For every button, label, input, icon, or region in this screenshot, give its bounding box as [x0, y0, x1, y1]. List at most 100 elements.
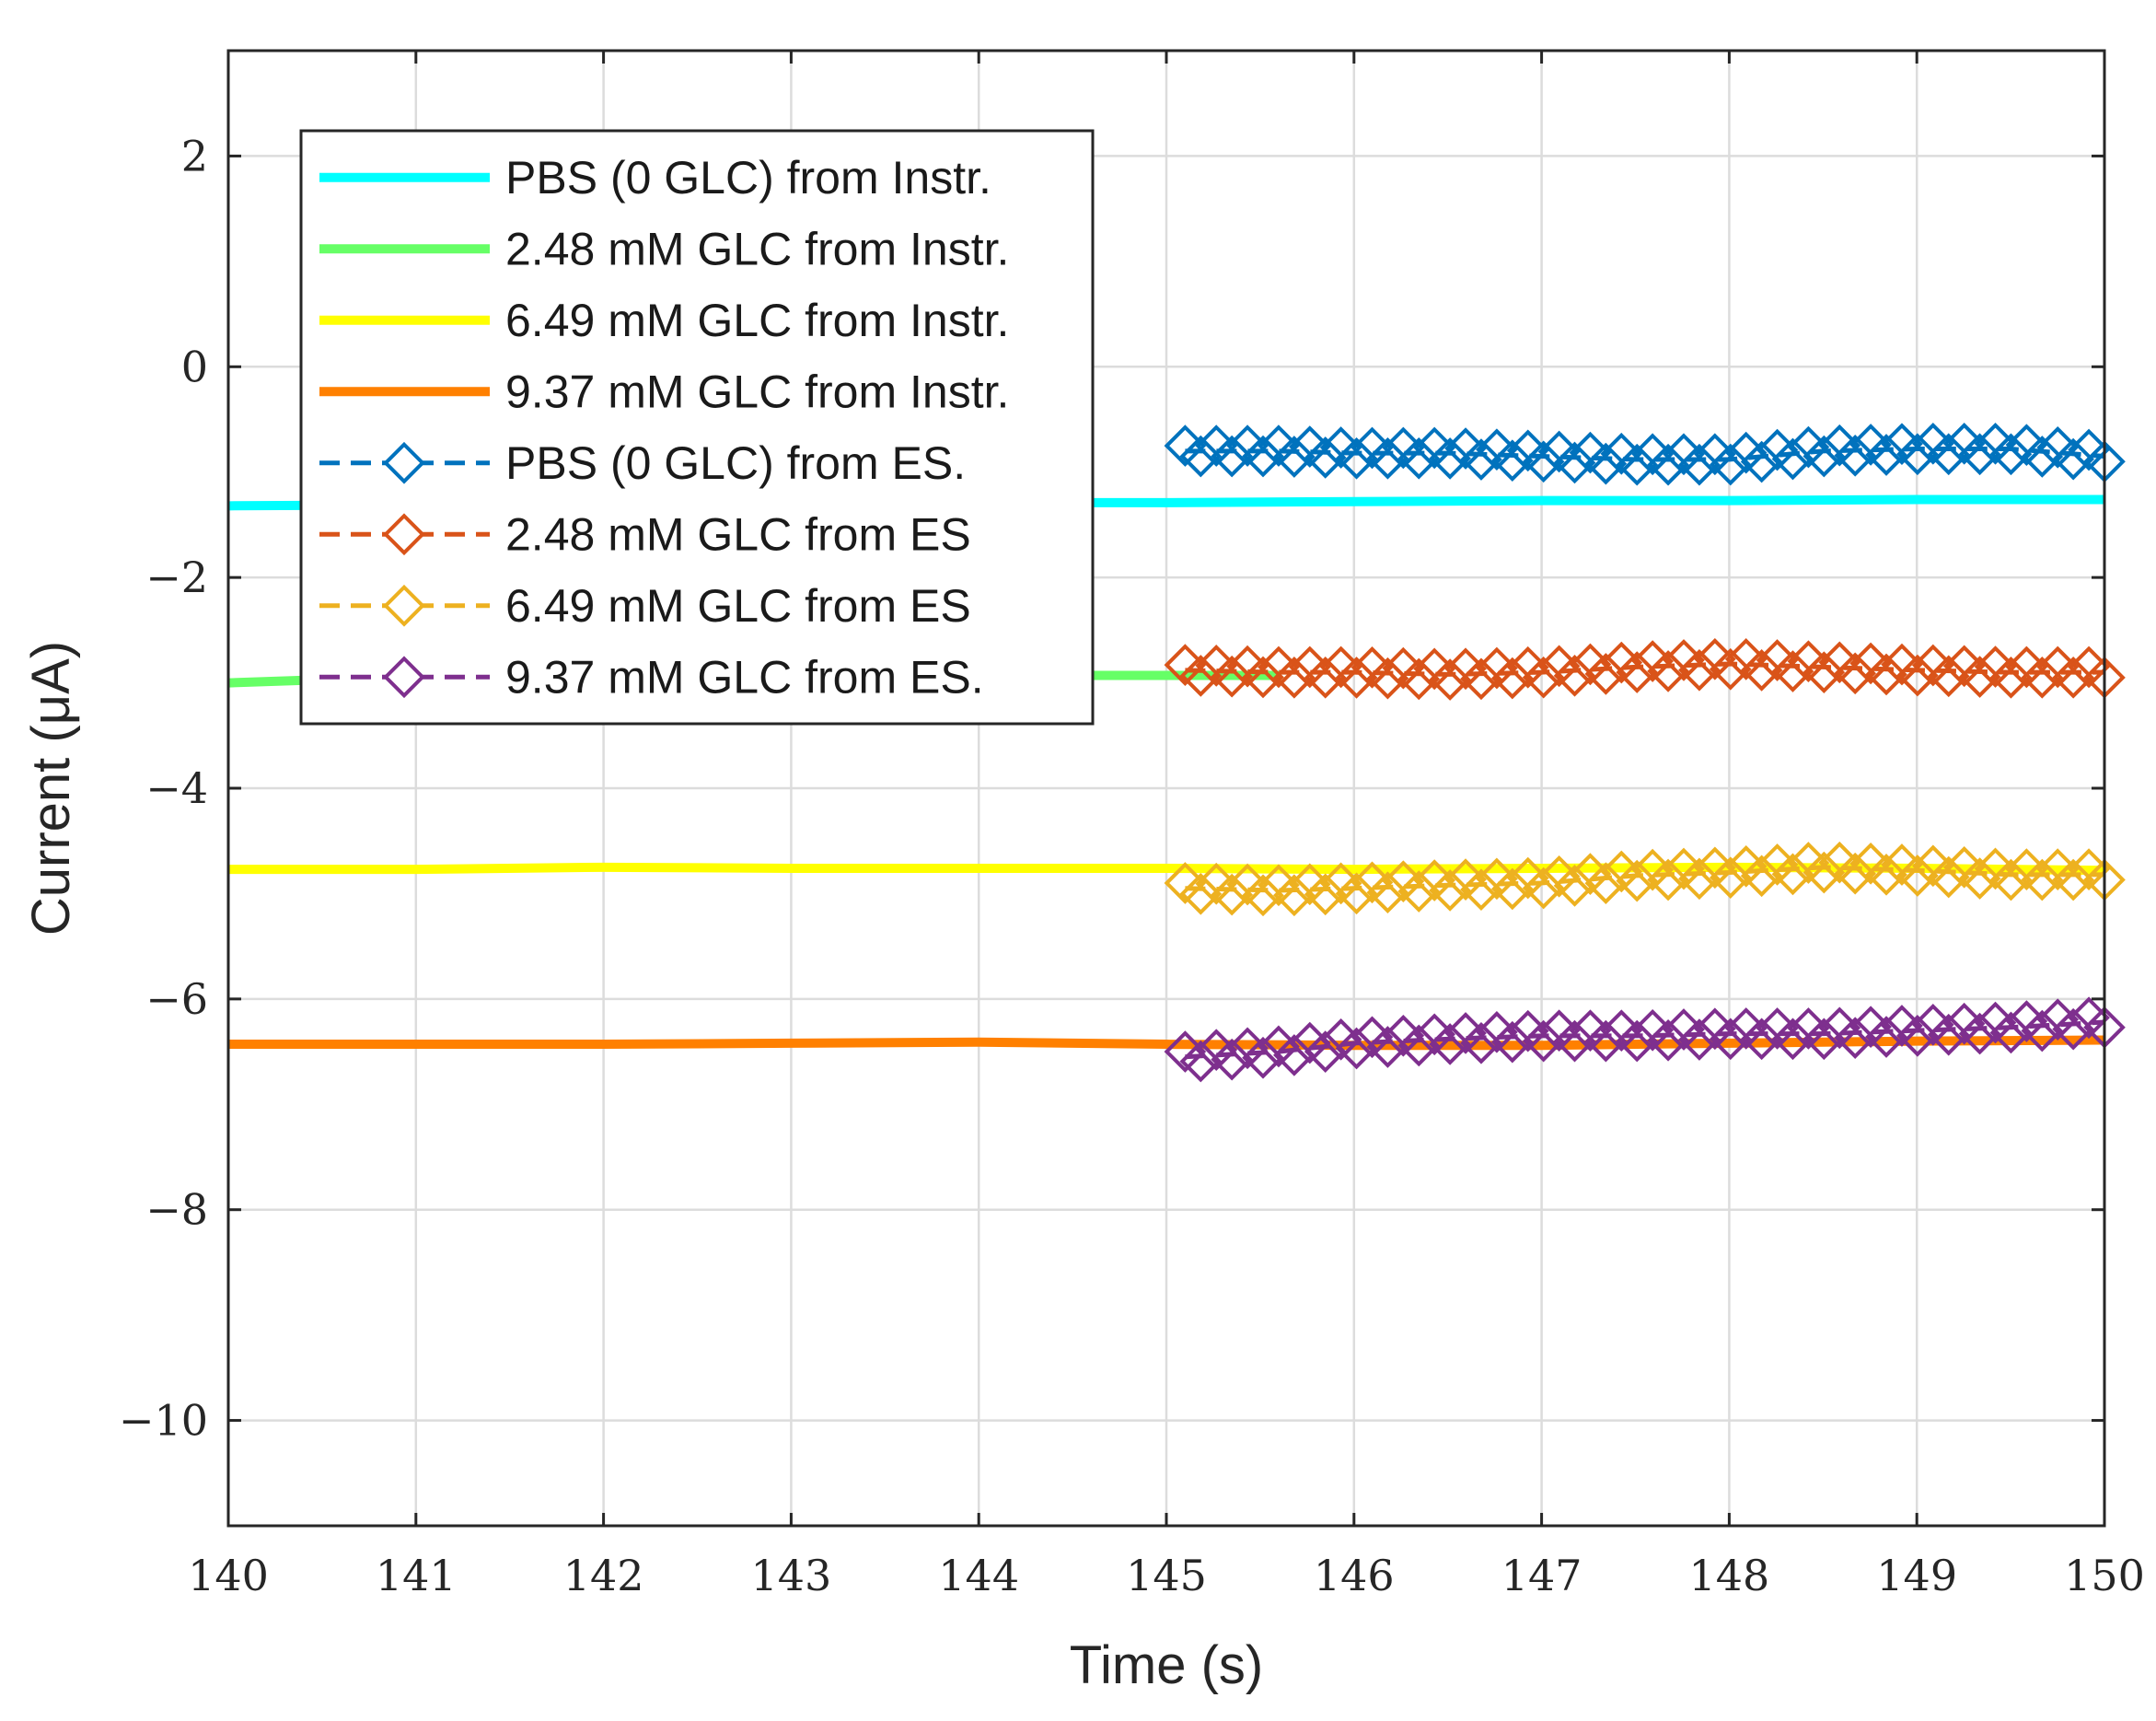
legend-item: 6.49 mM GLC from ES	[319, 580, 971, 632]
data-point	[1678, 443, 1721, 486]
data-point	[1927, 1013, 1970, 1056]
data-point	[1179, 435, 1223, 478]
data-point	[1397, 1024, 1441, 1067]
data-point	[1273, 657, 1316, 699]
data-point	[1958, 1012, 2001, 1055]
x-tick-label: 147	[1501, 1551, 1582, 1600]
legend-label: 2.48 mM GLC from ES	[505, 508, 971, 560]
data-point	[1242, 656, 1284, 699]
data-point	[1304, 873, 1347, 916]
series-6	[1164, 637, 2126, 701]
data-point	[1179, 655, 1223, 697]
data-point	[1553, 655, 1596, 697]
legend: PBS (0 GLC) from Instr. 2.48 mM GLC from …	[299, 129, 1095, 726]
data-point	[1584, 862, 1628, 905]
data-point	[1740, 855, 1783, 898]
data-point	[2052, 657, 2094, 699]
data-point	[1460, 1022, 1502, 1064]
data-point	[2021, 858, 2064, 901]
x-tick-label: 142	[563, 1551, 644, 1600]
data-point	[1740, 440, 1783, 483]
data-point	[1678, 648, 1721, 692]
data-point	[1366, 437, 1409, 480]
data-point	[2005, 424, 2048, 467]
data-point	[1771, 650, 1814, 692]
data-point	[1335, 872, 1378, 915]
data-point	[1740, 649, 1783, 692]
data-point	[1802, 435, 1846, 478]
data-point	[1927, 433, 1970, 476]
legend-label: PBS (0 GLC) from ES.	[505, 437, 966, 489]
data-point	[1429, 1023, 1471, 1065]
legend-item: 6.49 mM GLC from Instr.	[319, 295, 1009, 346]
legend-box	[299, 129, 1095, 726]
data-point	[1989, 858, 2033, 901]
legend-label: 9.37 mM GLC from Instr.	[505, 366, 1009, 417]
x-tick-label: 141	[376, 1551, 457, 1600]
data-point	[1616, 859, 1659, 902]
data-point	[1366, 657, 1409, 700]
data-point	[1865, 434, 1907, 476]
data-point	[1584, 653, 1628, 695]
data-point	[1896, 855, 1939, 897]
data-point	[1989, 657, 2033, 699]
data-point	[1771, 1017, 1814, 1061]
data-point	[1927, 655, 1970, 698]
data-point	[1304, 657, 1347, 699]
data-point	[1335, 1027, 1378, 1070]
legend-label: 2.48 mM GLC from Instr.	[505, 223, 1009, 274]
data-point	[1460, 438, 1502, 481]
data-point	[1429, 869, 1471, 912]
data-point	[2052, 437, 2094, 481]
data-point	[1584, 1019, 1628, 1063]
data-point	[2021, 1009, 2064, 1052]
data-point	[1522, 866, 1565, 910]
data-point	[1242, 874, 1284, 917]
data-point	[2052, 1007, 2094, 1051]
data-point	[1616, 1019, 1659, 1063]
legend-label: 6.49 mM GLC from ES	[505, 580, 971, 632]
data-point	[1522, 656, 1565, 699]
data-point	[2052, 858, 2094, 901]
x-tick-label: 143	[750, 1551, 831, 1600]
legend-label: PBS (0 GLC) from Instr.	[505, 152, 991, 203]
x-tick-label: 145	[1126, 1551, 1207, 1600]
data-point	[1616, 443, 1659, 486]
data-point	[1304, 436, 1347, 479]
data-point	[1616, 651, 1659, 693]
data-point	[1802, 1017, 1846, 1061]
data-point	[1958, 433, 2001, 476]
series-7	[1164, 841, 2126, 917]
data-point	[1211, 435, 1253, 478]
data-point	[1522, 1019, 1565, 1063]
data-point	[1865, 1016, 1907, 1058]
data-point	[1896, 1015, 1939, 1057]
data-point	[1709, 856, 1752, 900]
data-point	[1709, 1017, 1752, 1061]
data-point	[1958, 857, 2001, 900]
data-point	[1397, 657, 1441, 701]
data-point	[1740, 1017, 1783, 1061]
data-point	[1834, 652, 1877, 695]
y-tick-label: −10	[119, 1396, 208, 1446]
data-point	[1865, 653, 1907, 696]
data-point	[1834, 852, 1877, 895]
data-point	[1678, 1018, 1721, 1061]
data-point	[1273, 874, 1316, 917]
data-point	[1460, 868, 1502, 912]
data-point	[1553, 1019, 1596, 1063]
data-point	[2021, 436, 2064, 478]
data-point	[1958, 656, 2001, 698]
data-point	[1490, 1020, 1534, 1064]
x-axis-title: Time (s)	[1070, 1635, 1263, 1695]
legend-item: 9.37 mM GLC from ES.	[319, 651, 984, 703]
data-point	[1896, 654, 1939, 697]
data-point	[1865, 854, 1907, 896]
data-point	[2068, 428, 2110, 471]
data-point	[1273, 436, 1316, 478]
x-tick-label: 146	[1314, 1551, 1395, 1600]
data-point	[1553, 865, 1596, 907]
data-point	[1553, 441, 1596, 484]
legend-item: PBS (0 GLC) from Instr.	[319, 152, 991, 203]
data-point	[1304, 1030, 1347, 1073]
